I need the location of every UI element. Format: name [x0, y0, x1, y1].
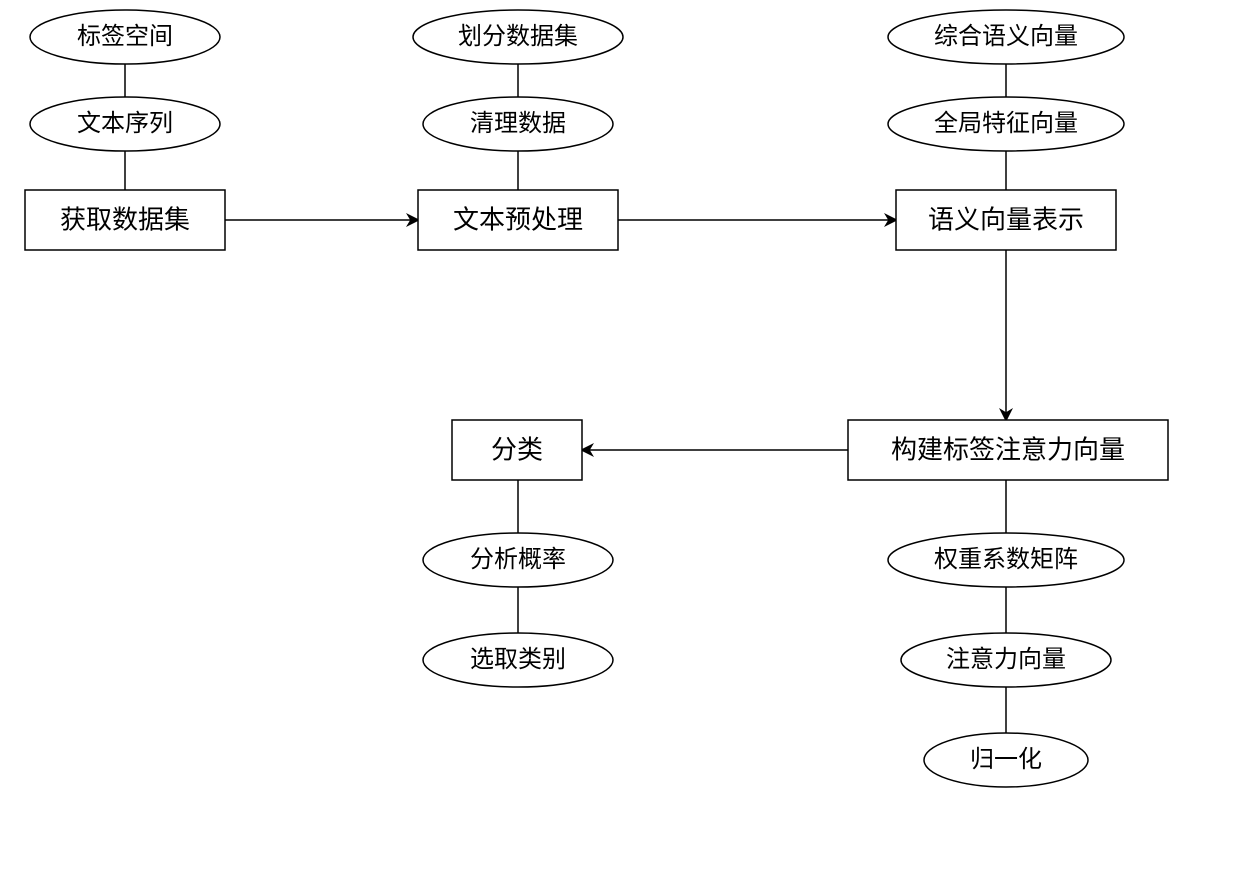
ellipse-node-label: 归一化 [970, 746, 1042, 773]
ellipse-node-label: 权重系数矩阵 [934, 546, 1078, 573]
process-box-b4: 构建标签注意力向量 [848, 420, 1168, 480]
ellipse-node-e6: 全局特征向量 [888, 97, 1124, 151]
process-box-label: 构建标签注意力向量 [891, 436, 1125, 465]
process-box-b2: 文本预处理 [418, 190, 618, 250]
ellipse-node-label: 文本序列 [77, 110, 173, 137]
ellipse-node-e10: 分析概率 [423, 533, 613, 587]
ellipse-node-e5: 综合语义向量 [888, 10, 1124, 64]
ellipse-node-label: 全局特征向量 [934, 110, 1078, 137]
process-box-label: 语义向量表示 [928, 206, 1084, 235]
process-box-label: 获取数据集 [60, 206, 190, 235]
process-box-label: 文本预处理 [453, 206, 583, 235]
ellipse-node-e3: 划分数据集 [413, 10, 623, 64]
ellipse-node-label: 注意力向量 [946, 646, 1066, 673]
process-box-label: 分类 [491, 436, 543, 465]
ellipse-node-label: 划分数据集 [458, 23, 578, 50]
ellipse-node-label: 分析概率 [470, 546, 566, 573]
ellipse-node-label: 清理数据 [470, 110, 566, 137]
ellipse-node-label: 综合语义向量 [934, 23, 1078, 50]
ellipse-node-e4: 清理数据 [423, 97, 613, 151]
flowchart-diagram: 获取数据集 文本预处理 语义向量表示构建标签注意力向量 分类 标签空间文本序列 划分数据集… [0, 0, 1239, 896]
ellipse-node-e7: 权重系数矩阵 [888, 533, 1124, 587]
ellipse-node-label: 标签空间 [77, 23, 173, 50]
ellipse-node-e8: 注意力向量 [901, 633, 1111, 687]
process-box-b5: 分类 [452, 420, 582, 480]
ellipse-node-label: 选取类别 [470, 646, 566, 673]
ellipse-node-e11: 选取类别 [423, 633, 613, 687]
ellipse-node-e9: 归一化 [924, 733, 1088, 787]
process-box-b3: 语义向量表示 [896, 190, 1116, 250]
ellipse-node-e2: 文本序列 [30, 97, 220, 151]
ellipse-node-e1: 标签空间 [30, 10, 220, 64]
process-box-b1: 获取数据集 [25, 190, 225, 250]
